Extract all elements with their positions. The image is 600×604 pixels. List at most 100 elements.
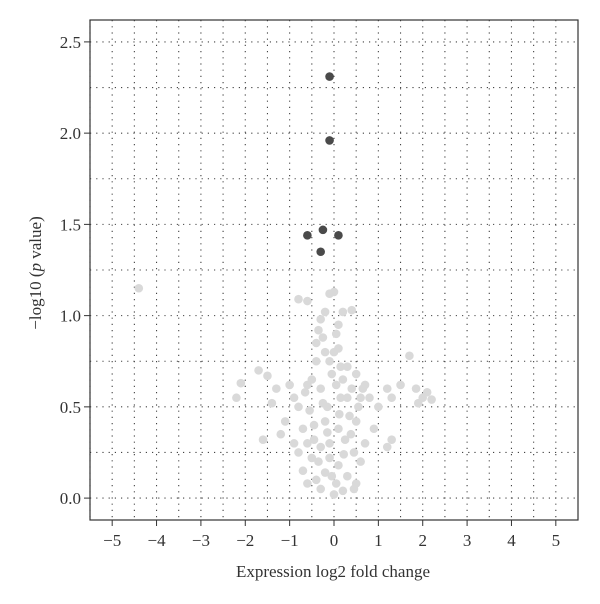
nonsignificant-point bbox=[318, 398, 328, 408]
nonsignificant-point bbox=[387, 393, 396, 403]
y-axis-label-suffix: value) bbox=[26, 216, 45, 263]
nonsignificant-point bbox=[360, 439, 370, 448]
significant-point bbox=[318, 225, 328, 235]
nonsignificant-point bbox=[365, 393, 374, 403]
nonsignificant-point bbox=[369, 424, 379, 434]
nonsignificant-point bbox=[336, 393, 345, 403]
nonsignificant-point bbox=[134, 283, 144, 293]
y-tick-label: 0.0 bbox=[60, 489, 81, 508]
y-tick-label: 2.0 bbox=[60, 124, 81, 143]
nonsignificant-point bbox=[309, 420, 319, 430]
y-axis-label-italic: p bbox=[26, 263, 45, 273]
nonsignificant-point bbox=[320, 468, 330, 477]
nonsignificant-point bbox=[311, 338, 321, 348]
x-tick-label: 3 bbox=[463, 531, 472, 550]
significant-point bbox=[303, 231, 312, 240]
nonsignificant-point bbox=[320, 307, 330, 317]
nonsignificant-point bbox=[343, 393, 352, 403]
x-tick-label: 4 bbox=[507, 531, 516, 550]
nonsignificant-point bbox=[336, 362, 345, 372]
nonsignificant-point bbox=[320, 347, 330, 357]
x-tick-label: −5 bbox=[103, 531, 121, 550]
nonsignificant-point bbox=[289, 439, 299, 448]
nonsignificant-point bbox=[316, 314, 325, 324]
nonsignificant-point bbox=[347, 384, 357, 393]
nonsignificant-point bbox=[276, 429, 286, 439]
nonsignificant-point bbox=[267, 398, 277, 408]
nonsignificant-point bbox=[331, 479, 341, 488]
nonsignificant-point bbox=[374, 402, 383, 412]
nonsignificant-point bbox=[294, 294, 303, 304]
x-tick-label: 1 bbox=[374, 531, 383, 550]
nonsignificant-point bbox=[258, 435, 268, 445]
axis-ticks: −5 −4 −3 −2 −1 0 1 2 3 4 5 0.0 0.5 1.0 1.5 2.0 2.5 bbox=[60, 33, 560, 550]
nonsignificant-point bbox=[427, 395, 436, 404]
nonsignificant-point bbox=[343, 471, 352, 481]
nonsignificant-point bbox=[254, 366, 263, 375]
nonsignificant-point bbox=[338, 307, 348, 317]
grid-lines bbox=[89, 20, 578, 520]
significant-point bbox=[325, 72, 334, 81]
nonsignificant-point bbox=[289, 393, 299, 403]
y-tick-label: 1.0 bbox=[60, 307, 81, 326]
nonsignificant-point bbox=[298, 466, 308, 476]
nonsignificant-point bbox=[347, 305, 357, 315]
x-tick-label: 5 bbox=[552, 531, 561, 550]
nonsignificant-point bbox=[272, 384, 281, 393]
nonsignificant-point bbox=[351, 417, 361, 426]
x-tick-label: −4 bbox=[147, 531, 166, 550]
nonsignificant-point bbox=[303, 439, 312, 448]
nonsignificant-point bbox=[325, 453, 334, 463]
nonsignificant-point bbox=[340, 435, 350, 445]
nonsignificant-point bbox=[300, 387, 310, 397]
nonsignificant-point bbox=[358, 384, 368, 393]
significant-point bbox=[325, 136, 334, 145]
nonsignificant-point bbox=[382, 384, 392, 393]
nonsignificant-point bbox=[334, 424, 343, 434]
nonsignificant-point bbox=[411, 384, 421, 393]
nonsignificant-point bbox=[405, 351, 414, 361]
y-axis-label: −log10 (p value) bbox=[26, 216, 45, 329]
significant-point bbox=[316, 247, 325, 257]
nonsignificant-point bbox=[236, 378, 246, 388]
nonsignificant-point bbox=[351, 369, 361, 379]
x-tick-label: −1 bbox=[281, 531, 299, 550]
nonsignificant-point bbox=[387, 435, 396, 445]
nonsignificant-point bbox=[285, 380, 294, 390]
nonsignificant-point bbox=[325, 356, 334, 366]
x-tick-label: 0 bbox=[330, 531, 339, 550]
nonsignificant-point bbox=[307, 375, 317, 384]
nonsignificant-point bbox=[316, 484, 325, 494]
nonsignificant-point bbox=[305, 406, 314, 415]
nonsignificant-point bbox=[349, 448, 359, 457]
nonsignificant-point bbox=[335, 409, 344, 419]
nonsignificant-point bbox=[311, 475, 321, 485]
nonsignificant-point bbox=[345, 411, 354, 421]
nonsignificant-point bbox=[303, 479, 312, 488]
significant-point bbox=[334, 231, 343, 240]
nonsignificant-point bbox=[329, 287, 339, 297]
nonsignificant-point bbox=[396, 380, 405, 390]
nonsignificant-point bbox=[294, 402, 303, 412]
nonsignificant-point bbox=[327, 471, 337, 481]
nonsignificant-point bbox=[298, 424, 308, 434]
nonsignificant-point bbox=[356, 457, 365, 466]
nonsignificant-point bbox=[331, 380, 341, 390]
y-tick-label: 0.5 bbox=[60, 398, 81, 417]
x-tick-label: −3 bbox=[192, 531, 210, 550]
nonsignificant-point bbox=[346, 429, 356, 439]
nonsignificant-point bbox=[316, 442, 325, 452]
y-tick-label: 2.5 bbox=[60, 33, 81, 52]
nonsignificant-point bbox=[356, 393, 365, 403]
nonsignificant-point bbox=[329, 490, 339, 499]
nonsignificant-point bbox=[314, 457, 323, 466]
nonsignificant-point bbox=[307, 453, 317, 463]
nonsignificant-point bbox=[318, 333, 328, 342]
nonsignificant-point bbox=[303, 296, 312, 306]
nonsignificant-point bbox=[422, 387, 432, 397]
nonsignificant-point bbox=[334, 320, 343, 330]
nonsignificant-point bbox=[339, 450, 349, 459]
y-tick-label: 1.5 bbox=[60, 215, 81, 234]
data-points bbox=[134, 72, 436, 499]
